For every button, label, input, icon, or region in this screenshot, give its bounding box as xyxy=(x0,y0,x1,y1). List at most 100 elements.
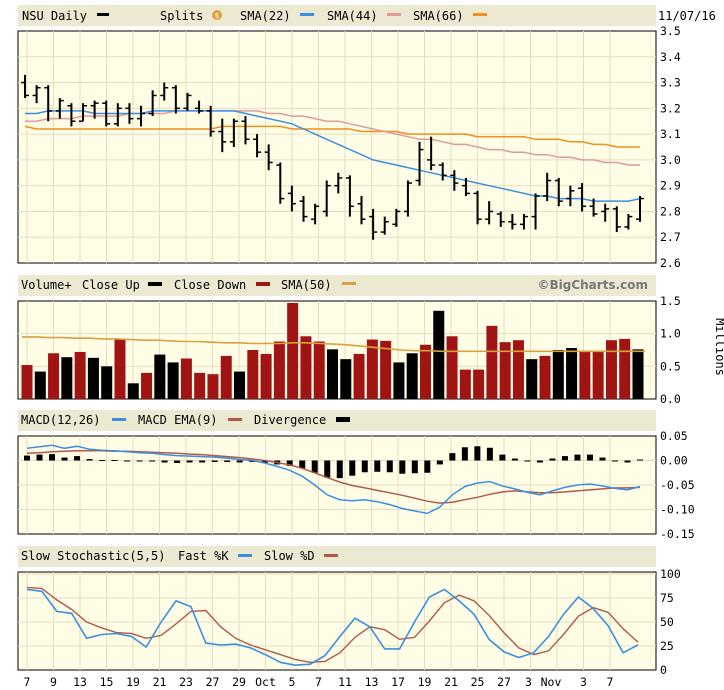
splits-label: Splits xyxy=(160,9,203,23)
divergence-bar xyxy=(311,460,318,473)
volume-bar xyxy=(619,338,631,399)
slowd-swatch xyxy=(324,554,338,557)
y-tick-label: 100 xyxy=(660,567,681,581)
divergence-bar xyxy=(536,460,543,463)
volume-sma xyxy=(22,336,645,353)
divergence-bar xyxy=(424,460,431,473)
y-tick-label: 2.6 xyxy=(660,256,681,270)
x-tick-label: 13 xyxy=(365,675,379,689)
volume-bar xyxy=(234,371,246,399)
volume-bar xyxy=(247,350,259,399)
divergence-bar xyxy=(511,458,518,461)
vol-sma-label: SMA(50) xyxy=(281,278,332,292)
y-tick-label: 75 xyxy=(660,591,674,605)
y-tick-label: 3.1 xyxy=(660,127,681,141)
close-down-label: Close Down xyxy=(174,278,246,292)
x-tick-label: 27 xyxy=(497,675,511,689)
divergence-bar xyxy=(24,455,30,461)
divergence-bar xyxy=(399,460,406,474)
volume-bar xyxy=(154,354,166,399)
divergence-bar xyxy=(349,460,356,476)
divergence-bar xyxy=(499,454,506,461)
x-tick-label: 23 xyxy=(179,675,193,689)
volume-bar xyxy=(273,341,285,399)
sma66-label: SMA(66) xyxy=(413,9,464,23)
divergence-bar xyxy=(186,460,193,463)
macd-ema-label: MACD EMA(9) xyxy=(138,413,217,427)
volume-bar xyxy=(220,355,232,399)
divergence-bar xyxy=(411,460,418,474)
symbol-legend-swatch xyxy=(97,13,109,16)
volume-bar xyxy=(353,353,365,399)
divergence-bar xyxy=(61,457,68,461)
x-tick-label: 11 xyxy=(338,675,352,689)
volume-bar xyxy=(393,362,405,399)
fastk-swatch xyxy=(238,554,252,557)
close-up-label: Close Up xyxy=(82,278,140,292)
y-tick-label: 0.5 xyxy=(660,359,681,373)
x-tick-label: 3 xyxy=(580,675,587,689)
x-tick-label: 7 xyxy=(315,675,322,689)
y-tick-label: 3.2 xyxy=(660,101,681,115)
macd-panel: MACD(12,26) MACD EMA(9) Divergence 0.050… xyxy=(17,410,695,541)
volume-bar xyxy=(473,369,485,399)
macd-label: MACD(12,26) xyxy=(21,413,100,427)
watermark: ©BigCharts.com xyxy=(537,278,648,292)
divergence-bar xyxy=(299,460,306,469)
volume-bar xyxy=(406,353,418,399)
volume-bar xyxy=(446,336,458,399)
divergence-bar xyxy=(99,460,106,462)
volume-bar xyxy=(632,349,644,399)
divergence-bar xyxy=(361,460,368,473)
x-tick-label: Oct xyxy=(255,675,276,689)
volume-bar xyxy=(340,359,352,399)
volume-y-ticks: 1.5 1.0 0.5 0.0 xyxy=(660,294,681,406)
volume-bar xyxy=(74,351,86,399)
y-tick-label: 1.0 xyxy=(660,327,681,341)
volume-bar xyxy=(366,339,378,399)
x-tick-label: 5 xyxy=(289,675,296,689)
y-tick-label: 0.00 xyxy=(660,454,688,468)
volume-bar xyxy=(486,325,498,399)
x-tick-label: 9 xyxy=(50,675,57,689)
sma22-label: SMA(22) xyxy=(240,9,291,23)
sma66-legend-swatch xyxy=(473,13,487,16)
fastk-label: Fast %K xyxy=(178,549,229,563)
volume-panel: Volume+ Close Up Close Down SMA(50) ©Big… xyxy=(17,275,724,406)
volume-bar xyxy=(512,340,524,399)
divergence-bar xyxy=(174,460,181,463)
x-axis-labels: 7 9 13 15 19 21 23 27 29 Oct 5 7 11 13 17 19 21 25 27 3 Nov 3… xyxy=(24,675,614,689)
volume-bar xyxy=(433,310,445,399)
divergence-bar xyxy=(374,460,381,472)
volume-bar xyxy=(260,353,272,399)
volume-bar xyxy=(167,362,179,399)
volume-bar xyxy=(380,340,392,399)
divergence-bar xyxy=(549,458,556,461)
stoch-label: Slow Stochastic(5,5) xyxy=(21,549,166,563)
divergence-bar xyxy=(624,460,631,463)
x-tick-label: 15 xyxy=(100,675,114,689)
sma66-line xyxy=(24,125,640,148)
x-tick-label: 17 xyxy=(391,675,405,689)
x-tick-label: 21 xyxy=(153,675,167,689)
divergence-bar xyxy=(111,460,118,462)
volume-header-band xyxy=(18,275,656,296)
divergence-bar xyxy=(436,460,443,465)
y-tick-label: 2.7 xyxy=(660,230,681,244)
divergence-bar xyxy=(461,447,468,461)
macd-y-ticks: 0.05 0.00 -0.05 -0.10 -0.15 xyxy=(660,429,695,541)
slowd-label: Slow %D xyxy=(264,549,315,563)
volume-bar xyxy=(579,350,591,399)
date-label: 11/07/16 xyxy=(658,9,716,23)
price-header-band xyxy=(18,5,656,26)
macd-ema-swatch xyxy=(228,418,242,421)
volume-unit-label: Millions xyxy=(713,318,724,376)
y-tick-label: 3.4 xyxy=(660,50,681,64)
divergence-swatch xyxy=(336,417,350,422)
volume-sma-line xyxy=(22,336,645,353)
volume-bar xyxy=(127,383,139,399)
volume-bar xyxy=(539,355,551,399)
slowd-line xyxy=(26,586,639,664)
divergence-bar xyxy=(611,460,618,462)
